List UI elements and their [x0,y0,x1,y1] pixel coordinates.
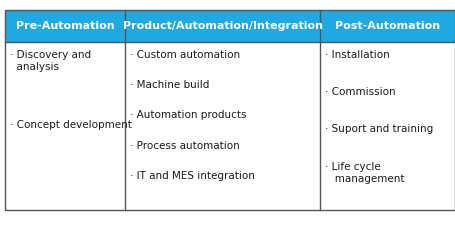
Bar [125,42,320,210]
Text: Pre-Automation: Pre-Automation [15,21,114,31]
Bar [5,10,455,210]
Text: · Installation: · Installation [325,50,390,60]
Text: Post-Automation: Post-Automation [335,21,440,31]
Bar [5,42,125,210]
Text: Product/Automation/Integration: Product/Automation/Integration [122,21,323,31]
Bar [320,42,455,210]
Text: · Concept development: · Concept development [10,120,132,130]
Text: · Suport and training: · Suport and training [325,124,433,134]
Text: · Discovery and
  analysis: · Discovery and analysis [10,50,91,72]
Bar [320,10,455,42]
Bar [125,10,320,42]
Text: · Automation products: · Automation products [130,110,247,120]
Bar [5,10,125,42]
Text: · IT and MES integration: · IT and MES integration [130,171,255,181]
Text: · Life cycle
   management: · Life cycle management [325,162,404,184]
Text: · Custom automation: · Custom automation [130,50,240,60]
Text: · Commission: · Commission [325,87,396,97]
Text: · Machine build: · Machine build [130,80,209,90]
Text: · Process automation: · Process automation [130,140,240,150]
